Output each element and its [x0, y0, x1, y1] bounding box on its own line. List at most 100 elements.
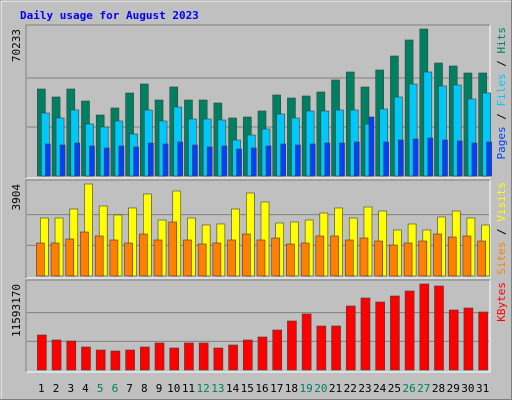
x-tick-label: 7	[126, 382, 133, 395]
x-tick-label: 9	[156, 382, 163, 395]
bar	[344, 239, 354, 277]
bar	[148, 142, 154, 177]
bar	[139, 233, 148, 277]
x-tick-label: 1	[38, 382, 45, 395]
bar	[375, 301, 385, 371]
bar	[110, 350, 121, 371]
bar	[418, 240, 428, 277]
x-tick-label: 6	[112, 382, 119, 395]
bar	[118, 145, 125, 177]
bar	[353, 141, 360, 177]
bar	[271, 237, 281, 277]
bar	[250, 147, 257, 177]
bar	[257, 336, 268, 371]
x-tick-label: 4	[82, 382, 89, 395]
bar	[192, 144, 198, 177]
bar	[109, 239, 119, 277]
bar	[339, 142, 345, 177]
bar	[168, 221, 178, 277]
legend-separator: /	[495, 107, 508, 127]
bar	[80, 231, 89, 277]
bar	[51, 339, 62, 371]
x-tick-label: 3	[67, 382, 74, 395]
bar	[477, 240, 486, 277]
legend: KBytes	[495, 282, 508, 322]
legend-entry: KBytes	[495, 282, 508, 322]
bar	[37, 334, 47, 371]
x-tick-label: 28	[432, 382, 445, 395]
bar	[330, 235, 339, 277]
panel-shadow	[25, 179, 490, 278]
legend-entry: Hits	[495, 27, 508, 54]
bar	[236, 148, 242, 177]
bar	[448, 309, 459, 371]
x-tick-label: 10	[167, 382, 180, 395]
bar	[463, 307, 474, 371]
x-tick-label: 14	[226, 382, 240, 395]
bar	[478, 311, 488, 371]
bar	[213, 347, 224, 371]
bar	[81, 346, 91, 371]
bar	[486, 141, 492, 177]
bar	[65, 238, 75, 277]
bar	[412, 138, 419, 177]
bar	[74, 142, 81, 177]
x-tick-label: 15	[241, 382, 254, 395]
bar	[177, 141, 184, 177]
bar	[462, 235, 472, 277]
x-tick-label: 12	[197, 382, 210, 395]
x-tick-label: 13	[211, 382, 224, 395]
bar	[427, 137, 434, 177]
bar	[206, 146, 213, 177]
bar	[286, 243, 295, 277]
bar	[442, 139, 448, 177]
bar	[419, 283, 430, 371]
bar	[324, 142, 331, 177]
legend-entry: Files	[495, 73, 508, 106]
bar	[383, 141, 389, 177]
bar	[221, 145, 228, 177]
bar	[315, 235, 325, 277]
bar	[471, 142, 478, 177]
bar	[162, 143, 169, 177]
bar	[272, 329, 283, 371]
bar	[140, 346, 150, 371]
bar	[403, 242, 413, 277]
legend: Sites / Visits	[495, 182, 508, 275]
x-tick-label: 29	[447, 382, 460, 395]
bar	[94, 235, 104, 277]
bar	[227, 239, 236, 277]
bar	[212, 242, 222, 277]
x-tick-label: 8	[141, 382, 148, 395]
bar	[345, 305, 356, 371]
bar	[374, 240, 383, 277]
bar	[316, 325, 327, 371]
bar	[331, 325, 341, 371]
x-tick-label: 31	[476, 382, 489, 395]
x-tick-label: 5	[97, 382, 104, 395]
bar	[183, 239, 192, 277]
x-tick-label: 19	[300, 382, 313, 395]
x-tick-label: 2	[53, 382, 60, 395]
bar	[154, 342, 165, 371]
x-tick-label: 25	[388, 382, 401, 395]
bar	[242, 339, 253, 371]
bar	[300, 242, 310, 277]
bar	[198, 342, 209, 371]
bar	[228, 344, 238, 371]
bar	[169, 347, 180, 371]
bar	[389, 244, 398, 277]
x-tick-label: 17	[270, 382, 283, 395]
bar	[447, 236, 457, 277]
legend-separator: /	[495, 54, 508, 74]
bar	[197, 243, 207, 277]
bar	[456, 140, 463, 177]
x-tick-label: 11	[182, 382, 195, 395]
x-tick-label: 16	[255, 382, 268, 395]
bar	[404, 290, 415, 371]
bar	[95, 349, 106, 371]
bar	[45, 143, 51, 177]
bar	[309, 143, 316, 177]
